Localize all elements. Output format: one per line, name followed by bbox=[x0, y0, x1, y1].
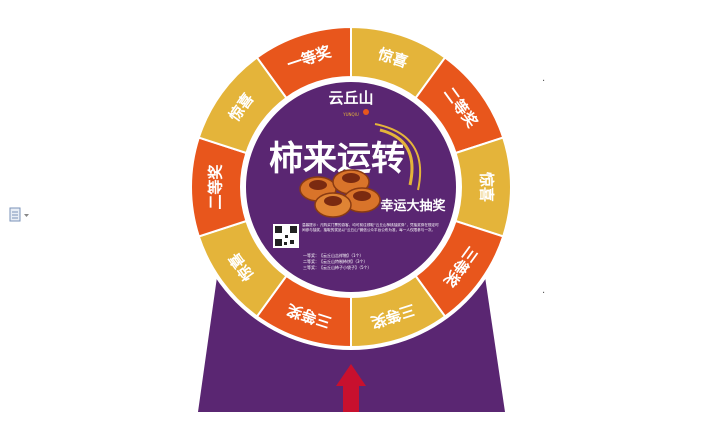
prize-line-3: 三等奖：【云丘山柿子小袋子】（5个） bbox=[303, 264, 372, 270]
prize-line-1: 一等奖：【云丘山吉祥物】（1个） bbox=[303, 252, 364, 258]
wheel-segment-label: 惊喜 bbox=[478, 172, 496, 202]
rules-text-box: 温馨提示：凡购买门票的游客，均可前往领取“云丘山柿桃抽奖券”，凭抽奖券在规定时间… bbox=[302, 223, 439, 232]
wheel-segment bbox=[197, 56, 288, 155]
yunqiu-logo: 云丘山 YUNQIU bbox=[328, 89, 373, 117]
wheel-segments bbox=[190, 25, 512, 349]
persimmon-cakes-image bbox=[299, 169, 381, 218]
wheel-pointer-arrow[interactable] bbox=[336, 364, 366, 412]
subtitle: 幸运大抽奖 bbox=[380, 198, 446, 214]
logo-text: 云丘山 bbox=[328, 89, 373, 107]
title-main: 柿来运转 bbox=[269, 139, 405, 179]
document-icon[interactable] bbox=[8, 207, 30, 223]
logo-subtext: YUNQIU bbox=[342, 112, 359, 117]
prize-line-2: 二等奖：【云丘山特制柿饼】（3个） bbox=[303, 258, 368, 264]
wheel-segment-label: 二等奖 bbox=[207, 164, 225, 210]
dot-marker-top: . bbox=[542, 73, 546, 84]
title-swoosh bbox=[379, 128, 414, 186]
rules-text: 温馨提示：凡购买门票的游客，均可前往领取“云丘山柿桃抽奖券”，凭抽奖券在规定时间… bbox=[302, 223, 439, 232]
dot-marker-bottom: . bbox=[542, 285, 546, 296]
qr-code[interactable] bbox=[273, 224, 299, 248]
